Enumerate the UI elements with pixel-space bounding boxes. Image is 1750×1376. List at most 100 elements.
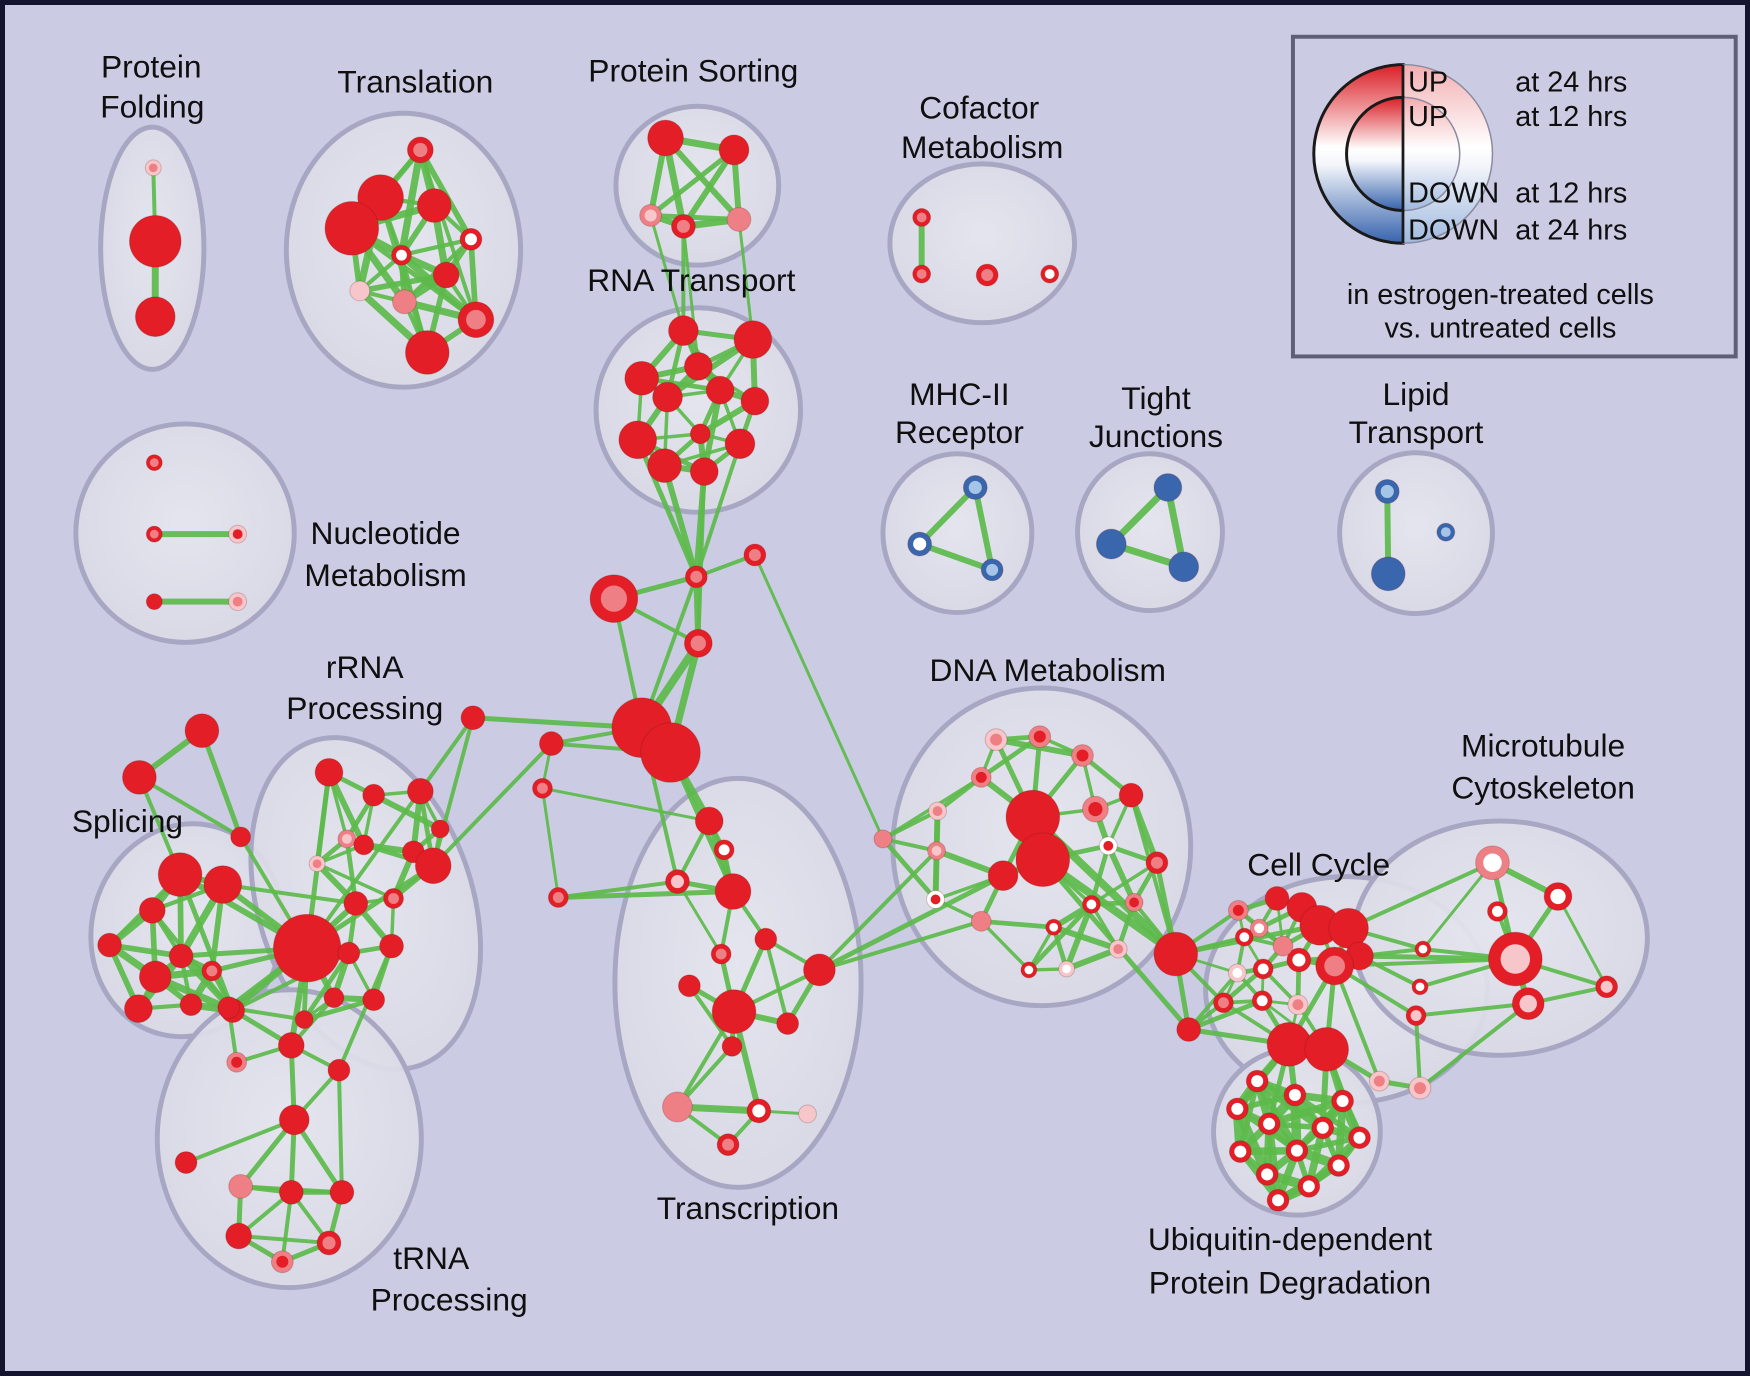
network-edge-rrna xyxy=(301,950,352,1022)
legend-time-2: at 12 hrs xyxy=(1515,178,1627,210)
node-inner-disc xyxy=(931,845,942,856)
network-node-transcription-14 xyxy=(716,1133,740,1157)
node-inner-disc xyxy=(1418,944,1428,954)
network-node-rna_transport-9 xyxy=(689,457,719,486)
cluster-ellipse-cofactor xyxy=(887,161,1078,326)
node-outer-ring xyxy=(203,865,243,904)
network-edge-dna xyxy=(1026,902,1094,973)
node-outer-ring xyxy=(798,1104,817,1124)
network-node-protein_sorting-2 xyxy=(639,204,663,227)
node-outer-ring xyxy=(406,777,434,805)
node-inner-disc xyxy=(930,894,941,905)
node-outer-ring xyxy=(353,834,375,856)
node-inner-disc xyxy=(1550,888,1566,905)
legend-time-0: at 24 hrs xyxy=(1515,66,1627,98)
node-outer-ring xyxy=(128,214,182,268)
network-node-splicing-4 xyxy=(168,943,194,969)
node-inner-disc xyxy=(1033,730,1046,743)
cluster-label-cofactor-0: Cofactor xyxy=(919,89,1039,125)
node-inner-disc xyxy=(552,892,564,903)
network-node-cellcycle-10 xyxy=(1234,927,1254,947)
network-edge-ubiquitin xyxy=(1265,1120,1282,1205)
network-edge-splicing_outliers xyxy=(137,775,243,839)
network-node-translation-7 xyxy=(349,280,371,302)
network-node-rrna-4 xyxy=(308,855,326,873)
node-inner-disc xyxy=(312,859,322,869)
node-inner-disc xyxy=(913,537,927,551)
network-node-cellcycle-1 xyxy=(1176,1017,1202,1042)
node-inner-disc xyxy=(932,806,943,817)
node-inner-disc xyxy=(1113,944,1124,955)
network-node-dna-6 xyxy=(1015,832,1071,888)
network-node-microtubule-1 xyxy=(1543,882,1573,911)
node-outer-ring xyxy=(392,289,417,315)
network-node-protein_folding-0 xyxy=(144,159,162,177)
network-node-rna_transport-10 xyxy=(724,428,756,460)
network-node-rna_transport-4 xyxy=(652,381,683,413)
cluster-label-nucleotide-1: Metabolism xyxy=(304,557,466,593)
layer-nodes xyxy=(97,119,1619,1274)
node-inner-disc xyxy=(536,782,548,794)
network-edge-inter xyxy=(661,462,700,580)
network-node-trna-7 xyxy=(278,1179,304,1205)
cluster-label-trna-1: Processing xyxy=(371,1282,528,1318)
network-node-rrna-15 xyxy=(362,988,386,1012)
network-node-dna-7 xyxy=(1081,795,1109,823)
node-outer-ring xyxy=(157,852,203,897)
cluster-label-lipid-0: Lipid xyxy=(1382,376,1449,412)
cluster-label-mhc-1: Receptor xyxy=(895,414,1024,450)
node-inner-disc xyxy=(1257,963,1269,975)
node-outer-ring xyxy=(323,987,345,1009)
node-inner-disc xyxy=(341,833,352,844)
network-node-rrna-10 xyxy=(343,891,369,916)
network-node-rrna-1 xyxy=(362,783,386,807)
network-node-translation-10 xyxy=(404,330,450,375)
node-inner-disc xyxy=(206,965,218,977)
network-node-bridges-7 xyxy=(532,777,553,799)
legend-direction-3: DOWN xyxy=(1408,214,1499,246)
node-outer-ring xyxy=(1118,782,1144,808)
network-edge-ubiquitin xyxy=(1265,1097,1347,1128)
cluster-label-protein_sorting-0: Protein Sorting xyxy=(588,53,798,89)
node-outer-ring xyxy=(174,1151,198,1174)
node-inner-disc xyxy=(276,1255,289,1268)
network-node-dna-4 xyxy=(928,801,947,821)
network-node-translation-3 xyxy=(324,201,380,256)
node-outer-ring xyxy=(337,941,361,965)
cluster-label-rrna-0: rRNA xyxy=(326,649,404,685)
node-inner-disc xyxy=(1353,1131,1366,1144)
network-edge-dna xyxy=(1063,946,1122,972)
network-node-cellcycle-11 xyxy=(1252,958,1274,980)
network-edge-inter xyxy=(816,873,1006,973)
network-node-cellcycle-19 xyxy=(1249,918,1269,938)
node-inner-disc xyxy=(1483,853,1502,873)
network-node-rrna-3 xyxy=(337,829,357,849)
cluster-label-lipid-1: Transport xyxy=(1349,414,1484,450)
node-outer-ring xyxy=(1304,1027,1350,1072)
network-node-dna-3 xyxy=(970,766,992,788)
network-edge-transcription xyxy=(687,983,735,1049)
network-node-cofactor-2 xyxy=(975,263,999,287)
node-inner-disc xyxy=(644,209,657,222)
network-node-dna-13 xyxy=(926,890,945,909)
node-outer-ring xyxy=(1015,832,1071,888)
network-node-trna-6 xyxy=(228,1173,254,1199)
node-outer-ring xyxy=(1370,556,1406,592)
network-node-microtubule-4 xyxy=(1511,987,1545,1021)
network-node-ubiquitin-5 xyxy=(1311,1116,1335,1140)
network-node-dna-12 xyxy=(1145,851,1169,875)
network-node-cellcycle-18 xyxy=(1213,992,1234,1014)
node-inner-disc xyxy=(464,233,477,246)
node-inner-disc xyxy=(1380,484,1394,498)
cluster-label-cofactor-1: Metabolism xyxy=(901,129,1063,165)
node-inner-disc xyxy=(1256,995,1268,1007)
network-node-translation-2 xyxy=(416,188,452,223)
network-node-translation-4 xyxy=(459,227,483,251)
node-outer-ring xyxy=(714,873,752,910)
node-inner-disc xyxy=(1263,1117,1276,1130)
node-inner-disc xyxy=(722,1138,735,1151)
network-node-protein_folding-2 xyxy=(134,296,176,338)
node-outer-ring xyxy=(733,320,773,359)
